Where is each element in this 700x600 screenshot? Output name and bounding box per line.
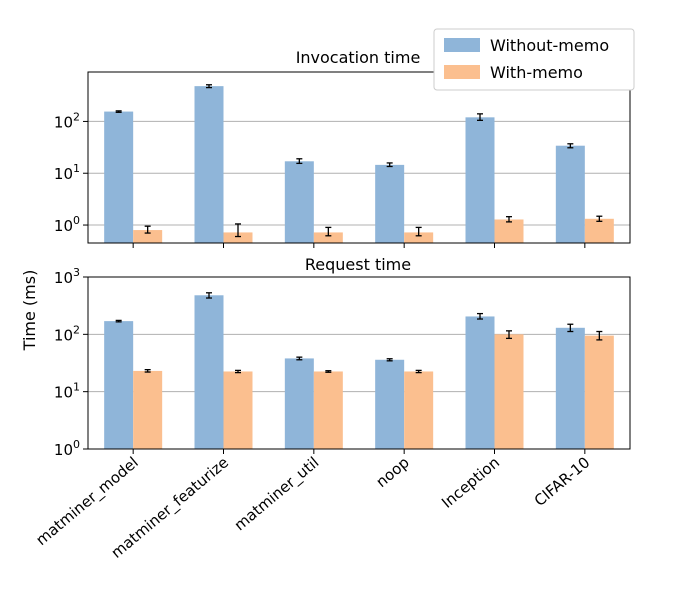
legend-swatch-without-memo <box>444 38 480 52</box>
y-tick-label: 101 <box>54 162 80 183</box>
y-axis-label: Time (ms) <box>20 270 39 352</box>
plot-frame <box>87 71 631 244</box>
request-time-panel: Request time 100 101 102 103 <box>54 255 631 459</box>
legend-label-with-memo: With-memo <box>490 63 583 82</box>
bar-without-memo-cifar-10 <box>555 327 585 449</box>
y-tick-label: 100 <box>54 214 80 235</box>
bar-without-memo-noop <box>375 164 405 243</box>
invocation-time-title: Invocation time <box>296 48 421 67</box>
y-tick-label: 102 <box>54 110 80 131</box>
bar-with-memo-inception <box>494 334 524 449</box>
bar-with-memo-matminer_featurize <box>223 232 253 243</box>
y-tick-label: 101 <box>54 381 80 402</box>
bar-without-memo-matminer_featurize <box>194 86 224 243</box>
legend-swatch-with-memo <box>444 65 480 79</box>
bar-with-memo-matminer_model <box>133 370 163 449</box>
bar-with-memo-matminer_featurize <box>223 371 253 449</box>
category-label: CIFAR-10 <box>531 453 594 510</box>
legend: Without-memo With-memo <box>433 28 635 91</box>
y-tick-label: 100 <box>54 438 80 459</box>
bar-without-memo-matminer_util <box>284 358 314 449</box>
bar-without-memo-inception <box>465 117 495 243</box>
bar-without-memo-inception <box>465 316 495 449</box>
y-tick-label: 102 <box>54 323 80 344</box>
bar-without-memo-noop <box>375 359 405 449</box>
bar-without-memo-cifar-10 <box>555 145 585 243</box>
bar-with-memo-noop <box>404 371 434 449</box>
category-labels: matminer_modelmatminer_featurizematminer… <box>32 453 593 562</box>
bar-without-memo-matminer_model <box>104 321 134 449</box>
bar-without-memo-matminer_featurize <box>194 295 224 449</box>
bar-with-memo-matminer_util <box>313 232 343 243</box>
bar-with-memo-cifar-10 <box>584 335 614 449</box>
legend-label-without-memo: Without-memo <box>490 36 609 55</box>
category-label: matminer_util <box>231 453 323 535</box>
y-tick-label: 103 <box>54 266 80 287</box>
category-label: noop <box>373 453 413 491</box>
invocation-time-panel: Invocation time 100 101 102 <box>54 48 631 248</box>
request-time-title: Request time <box>305 255 411 274</box>
bar-with-memo-matminer_model <box>133 230 163 243</box>
plot-frame <box>87 276 631 450</box>
bar-without-memo-matminer_model <box>104 111 134 244</box>
bar-with-memo-noop <box>404 232 434 243</box>
bar-with-memo-inception <box>494 219 524 243</box>
bar-with-memo-cifar-10 <box>584 218 614 243</box>
bar-without-memo-matminer_util <box>284 161 314 243</box>
category-label: Inception <box>438 453 503 512</box>
legend-frame <box>433 28 635 91</box>
bar-with-memo-matminer_util <box>313 371 343 449</box>
